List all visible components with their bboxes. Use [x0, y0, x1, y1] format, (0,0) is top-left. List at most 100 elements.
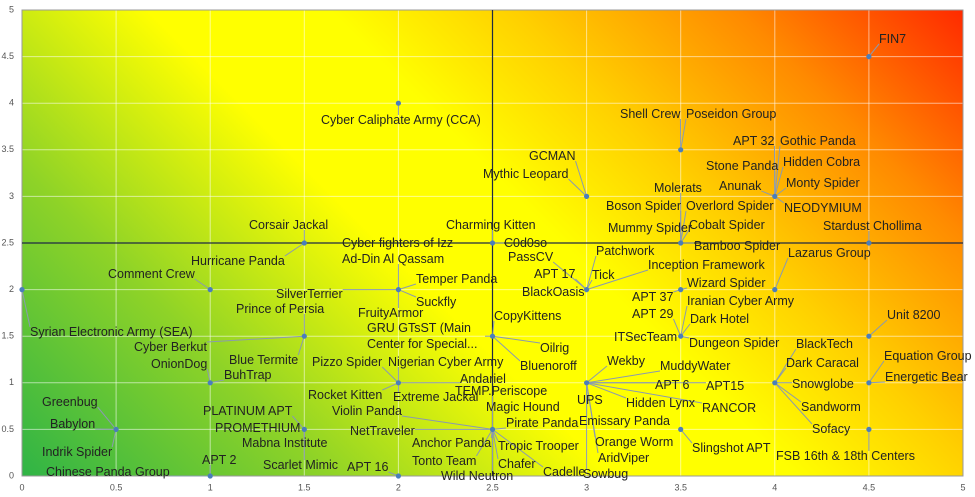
point-label: ITSecTeam — [614, 330, 678, 344]
point-label: RANCOR — [702, 401, 757, 415]
point-label: Patchwork — [596, 244, 655, 258]
leader-line — [586, 382, 627, 399]
point-label: APT 16 — [347, 460, 389, 474]
point-label: Blue Termite — [229, 353, 299, 367]
point-label: Anchor Panda — [412, 436, 492, 450]
point-label: MuddyWater — [660, 359, 731, 373]
point-label: FSB 16th & 18th Centers — [776, 449, 915, 463]
point-label: TEMP.Periscope — [455, 384, 548, 398]
point-label: UPS — [577, 393, 603, 407]
leader-line — [673, 318, 682, 337]
point-label: NetTraveler — [350, 424, 415, 438]
x-tick-label: 0 — [19, 482, 24, 492]
leader-line — [568, 178, 587, 197]
point-label: SilverTerrier — [276, 287, 343, 301]
leader-line — [774, 382, 802, 403]
leader-line — [586, 382, 703, 404]
point-label: Comment Crew — [108, 267, 195, 281]
leader-line — [492, 335, 521, 362]
point-label: Hidden Lynx — [626, 396, 696, 410]
y-tick-label: 3.5 — [1, 144, 14, 154]
point-label: Sowbug — [583, 467, 629, 481]
point-label: Charming Kitten — [446, 218, 536, 232]
leader-line — [398, 283, 417, 291]
data-point — [678, 287, 684, 293]
data-point — [584, 380, 590, 386]
y-tick-label: 4 — [9, 98, 14, 108]
data-point — [584, 287, 590, 293]
x-tick-label: 4 — [772, 482, 777, 492]
point-label: Unit 8200 — [887, 308, 941, 322]
leader-line — [868, 43, 880, 57]
point-label: AridViper — [598, 451, 650, 465]
point-label: Stone Panda — [706, 159, 779, 173]
point-label: Prince of Persia — [236, 302, 325, 316]
leader-lines — [21, 43, 888, 477]
data-point — [678, 333, 684, 339]
point-label: Molerats — [654, 181, 702, 195]
point-label: Emissary Panda — [579, 414, 671, 428]
point-label: Babylon — [50, 417, 96, 431]
point-label: GCMAN — [529, 149, 576, 163]
leader-line — [586, 269, 649, 291]
point-label: Chinese Panda Group — [46, 465, 170, 479]
data-point — [301, 426, 307, 432]
leader-line — [774, 166, 784, 197]
point-label: Rocket Kitten — [308, 388, 383, 402]
leader-line — [21, 289, 31, 328]
data-point — [395, 380, 401, 386]
point-label: Wild Neutron — [441, 469, 514, 483]
point-label: Sandworm — [801, 400, 861, 414]
point-label: Hidden Cobra — [783, 155, 861, 169]
data-point — [113, 426, 119, 432]
point-label: Cyber fighters of Izz Ad-Din Al Qassam — [342, 236, 454, 266]
x-tick-label: 3.5 — [674, 482, 687, 492]
leader-line — [475, 429, 493, 457]
leader-line — [382, 382, 399, 391]
y-tick-label: 1 — [9, 377, 14, 387]
leader-line — [97, 406, 117, 430]
data-point — [866, 426, 872, 432]
leader-line — [680, 429, 693, 444]
point-label: Tonto Team — [412, 454, 477, 468]
point-label: Poseidon Group — [686, 107, 777, 121]
y-tick-label: 5 — [9, 4, 14, 14]
y-tick-label: 1.5 — [1, 331, 14, 341]
point-label: Scarlet Mimic — [263, 458, 339, 472]
leader-line — [680, 118, 687, 150]
y-tick-label: 2.5 — [1, 237, 14, 247]
leader-line — [680, 305, 688, 337]
point-label: Dark Caracal — [786, 356, 859, 370]
point-label: APT 37 — [632, 290, 674, 304]
data-point — [489, 333, 496, 339]
data-point — [678, 147, 684, 153]
leader-line — [381, 366, 399, 384]
data-point — [772, 193, 778, 199]
data-point — [207, 380, 213, 386]
point-label: Energetic Bear — [885, 370, 968, 384]
point-label: APT 29 — [632, 307, 674, 321]
data-point — [207, 473, 213, 479]
data-point — [866, 333, 872, 339]
point-label: PROMETHIUM — [215, 421, 301, 435]
leader-line — [297, 336, 305, 356]
point-label: Snowglobe — [792, 377, 854, 391]
y-tick-label: 3 — [9, 191, 14, 201]
point-label: Tropic Trooper — [498, 439, 579, 453]
leader-line — [774, 145, 781, 197]
point-label: Wekby — [607, 354, 645, 368]
leader-line — [774, 257, 789, 290]
leader-line — [586, 382, 599, 454]
data-point — [395, 473, 401, 479]
point-label: Nigerian Cyber Army — [388, 355, 504, 369]
data-point — [489, 240, 496, 246]
leader-line — [194, 278, 211, 291]
point-label: NEODYMIUM — [784, 201, 862, 215]
leader-line — [492, 429, 499, 460]
point-label: Lazarus Group — [788, 246, 871, 260]
leader-line — [774, 367, 787, 384]
point-label: Cadelle — [543, 465, 586, 479]
data-point — [678, 426, 684, 432]
point-label: Greenbug — [42, 395, 98, 409]
